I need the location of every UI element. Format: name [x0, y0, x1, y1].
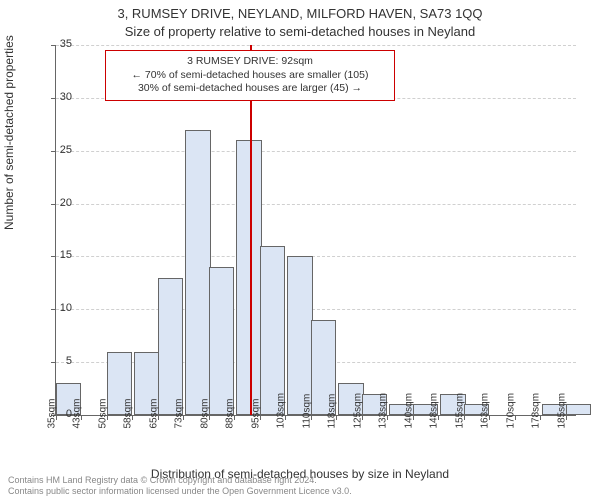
histogram-bar: [158, 278, 183, 415]
footer-line-2: Contains public sector information licen…: [8, 486, 352, 497]
gridline: [56, 204, 576, 205]
footer-attribution: Contains HM Land Registry data © Crown c…: [8, 475, 352, 497]
histogram-bar: [566, 404, 591, 415]
histogram-bar: [260, 246, 285, 415]
annotation-box: 3 RUMSEY DRIVE: 92sqm← 70% of semi-detac…: [105, 50, 395, 101]
ytick-label: 20: [47, 197, 72, 209]
y-axis-label: Number of semi-detached properties: [2, 35, 16, 230]
ytick-label: 15: [47, 249, 72, 261]
annotation-line: 3 RUMSEY DRIVE: 92sqm: [114, 55, 386, 69]
ytick-label: 25: [47, 144, 72, 156]
gridline: [56, 256, 576, 257]
title-sub: Size of property relative to semi-detach…: [0, 24, 600, 39]
ytick-label: 5: [47, 355, 72, 367]
footer-line-1: Contains HM Land Registry data © Crown c…: [8, 475, 352, 486]
title-main: 3, RUMSEY DRIVE, NEYLAND, MILFORD HAVEN,…: [0, 6, 600, 21]
ytick-label: 30: [47, 91, 72, 103]
ytick-label: 35: [47, 38, 72, 50]
gridline: [56, 309, 576, 310]
ytick-label: 10: [47, 302, 72, 314]
annotation-line: ← 70% of semi-detached houses are smalle…: [114, 69, 386, 83]
histogram-bar: [209, 267, 234, 415]
histogram-bar: [287, 256, 312, 415]
annotation-line: 30% of semi-detached houses are larger (…: [114, 82, 386, 96]
gridline: [56, 45, 576, 46]
histogram-bar: [185, 130, 210, 415]
gridline: [56, 151, 576, 152]
